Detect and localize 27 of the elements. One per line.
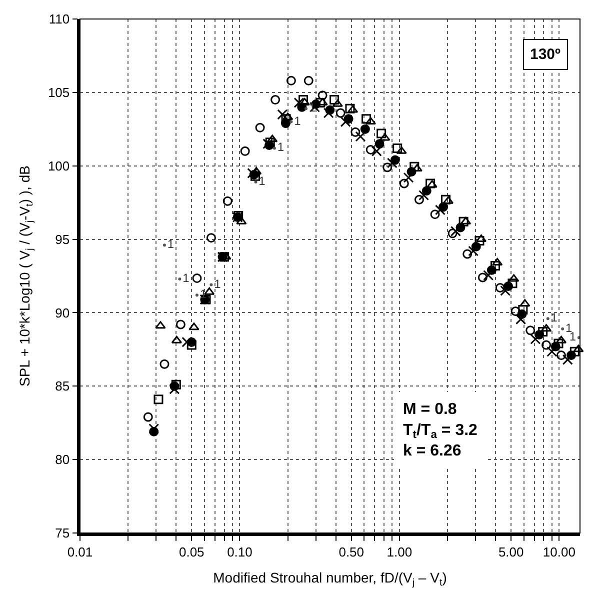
x-tick-label: 0.01: [67, 544, 93, 560]
text: 1: [258, 174, 266, 188]
text: 1: [565, 320, 572, 335]
annotation: M = 0.8 T$_{t}$/T$_{a}$ = 3.2 k = 6.26: [403, 401, 478, 460]
y-tick-label: 95: [55, 232, 70, 247]
x-tick-label: 0.05: [178, 544, 204, 560]
x-tick-label: 10.00: [542, 544, 576, 560]
y-tick-label: 110: [48, 12, 70, 27]
text: 1: [214, 276, 221, 291]
text: 1: [550, 310, 558, 325]
x-tick-label: 0.50: [338, 544, 364, 560]
x-axis-title: Modified Strouhal number, fD/(V$_{j}$ – V$_{t}$): [213, 570, 447, 589]
text: 1: [277, 140, 284, 154]
x-tick-label: 5.00: [498, 544, 524, 560]
y-tick-label: 105: [48, 84, 70, 100]
x-tick-label: 0.10: [227, 544, 252, 560]
text: 1: [167, 237, 174, 252]
y-tick-label: 100: [48, 158, 70, 174]
y-tick-label: 90: [55, 305, 70, 320]
y-tick-label: 80: [55, 452, 70, 468]
annotation: 130º: [530, 46, 562, 63]
y-tick-label: 75: [55, 526, 70, 541]
text: 1: [308, 100, 316, 115]
y-tick-label: 85: [55, 378, 70, 394]
x-tick-label: 1.00: [386, 544, 412, 560]
text: 1: [294, 114, 301, 128]
text: 1: [182, 270, 190, 285]
